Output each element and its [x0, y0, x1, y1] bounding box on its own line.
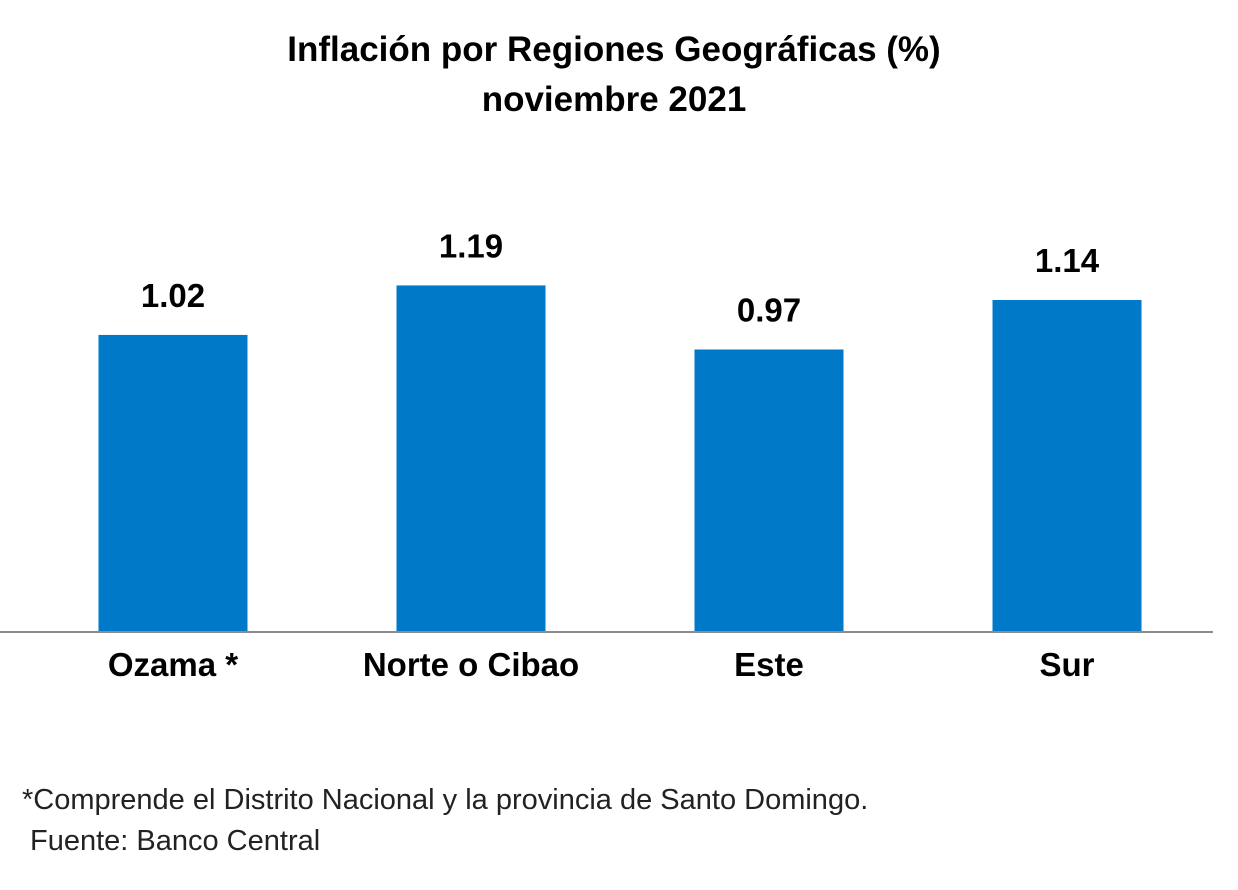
data-label: 0.97	[737, 291, 801, 328]
category-label: Ozama *	[108, 646, 238, 683]
chart-title: Inflación por Regiones Geográficas (%)	[287, 30, 941, 69]
bar	[694, 349, 844, 632]
data-label: 1.19	[439, 227, 503, 264]
data-label: 1.02	[141, 277, 205, 314]
data-label: 1.14	[1035, 242, 1100, 279]
category-label: Sur	[1039, 646, 1094, 683]
chart-subtitle: noviembre 2021	[481, 80, 747, 119]
category-label: Este	[734, 646, 804, 683]
bar	[396, 285, 546, 632]
source-note: Fuente: Banco Central	[30, 825, 321, 857]
bar	[992, 299, 1142, 632]
category-label: Norte o Cibao	[363, 646, 579, 683]
footnote: *Comprende el Distrito Nacional y la pro…	[22, 784, 869, 816]
bar	[98, 334, 248, 632]
